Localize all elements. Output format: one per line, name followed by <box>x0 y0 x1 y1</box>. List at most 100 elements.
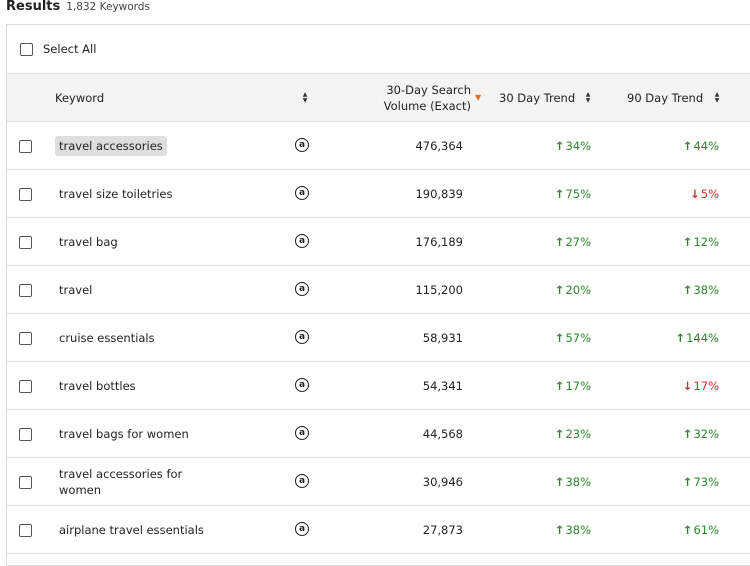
keyword-text[interactable]: travel bottles <box>59 378 136 393</box>
keyword-cell: travel bags for women <box>55 410 255 457</box>
table-row: travel bags for women a 44,568 ↑ 23% ↑ 32% <box>7 410 750 458</box>
trend90-sort-control[interactable]: ▲ ▼ <box>713 74 721 121</box>
table-row: cruise essentials a 58,931 ↑ 57% ↑ 144% <box>7 314 750 362</box>
volume-cell: 27,873 <box>422 522 463 537</box>
trend30-value: 57% <box>565 330 591 345</box>
keyword-text[interactable]: travel bag <box>59 234 118 249</box>
volume-sort-control[interactable]: ▼ <box>475 74 481 121</box>
column-header-keyword[interactable]: Keyword <box>55 90 105 105</box>
trend90-cell: ↓ 17% <box>627 362 719 409</box>
trend90-value: 38% <box>693 282 719 297</box>
trend90-cell: ↑ 38% <box>627 266 719 313</box>
row-checkbox[interactable] <box>19 188 32 201</box>
trend30-cell: ↑ 17% <box>507 362 591 409</box>
select-all-checkbox[interactable] <box>20 42 33 56</box>
arrow-up-icon: ↑ <box>682 234 693 249</box>
keyword-text[interactable]: travel <box>59 282 93 297</box>
keyword-cell: travel bottles <box>55 362 255 409</box>
table-row: travel size toiletries a 190,839 ↑ 75% ↓ 5… <box>7 170 750 218</box>
arrow-up-icon: ↑ <box>554 330 565 345</box>
trend30-value: 75% <box>565 186 591 201</box>
arrow-up-icon: ↑ <box>682 138 693 153</box>
trend30-cell: ↑ 38% <box>507 458 591 505</box>
trend90-value: 17% <box>693 378 719 393</box>
keyword-text[interactable]: cruise essentials <box>59 330 155 345</box>
amazon-icon[interactable]: a <box>295 378 309 392</box>
keyword-text[interactable]: travel size toiletries <box>59 186 173 201</box>
keyword-sort-control[interactable]: ▲ ▼ <box>301 74 309 121</box>
arrow-up-icon: ↑ <box>554 282 565 297</box>
column-header-volume[interactable]: 30-Day Search Volume (Exact) <box>359 74 471 121</box>
trend90-value: 44% <box>693 138 719 153</box>
arrow-down-icon: ↓ <box>690 186 700 201</box>
amazon-icon[interactable]: a <box>295 234 309 248</box>
table-header: Keyword ▲ ▼ 30-Day Search Volume (Exact) … <box>7 73 750 122</box>
table-row: travel bag a 176,189 ↑ 27% ↑ 12% <box>7 218 750 266</box>
amazon-icon[interactable]: a <box>295 138 309 152</box>
sort-updown-icon[interactable]: ▲ ▼ <box>714 90 720 104</box>
amazon-icon[interactable]: a <box>295 186 309 200</box>
trend90-value: 144% <box>686 330 719 345</box>
trend90-value: 73% <box>693 474 719 489</box>
column-header-trend30[interactable]: 30 Day Trend <box>499 90 576 105</box>
arrow-up-icon: ↑ <box>554 138 565 153</box>
trend30-value: 23% <box>565 426 591 441</box>
row-checkbox[interactable] <box>19 284 32 297</box>
arrow-up-icon: ↑ <box>554 378 565 393</box>
keyword-text[interactable]: airplane travel essentials <box>59 522 204 537</box>
trend90-cell: ↑ 73% <box>627 458 719 505</box>
sort-updown-icon[interactable]: ▲ ▼ <box>302 90 308 104</box>
arrow-up-icon: ↑ <box>554 186 565 201</box>
row-checkbox[interactable] <box>19 428 32 441</box>
row-checkbox[interactable] <box>19 524 32 537</box>
column-header-trend90[interactable]: 90 Day Trend <box>627 90 704 105</box>
volume-cell: 54,341 <box>422 378 463 393</box>
sort-desc-icon[interactable]: ▼ <box>475 93 482 102</box>
volume-header-line1: 30-Day Search <box>386 82 471 97</box>
amazon-icon[interactable]: a <box>295 522 309 536</box>
arrow-up-icon: ↑ <box>554 234 565 249</box>
trend30-cell: ↑ 23% <box>507 410 591 457</box>
keyword-text[interactable]: travel accessories <box>55 135 167 156</box>
row-checkbox[interactable] <box>19 476 32 489</box>
volume-cell: 176,189 <box>415 234 463 249</box>
results-count: 1,832 Keywords <box>66 1 150 13</box>
table-row: airplane travel essentials a 27,873 ↑ 38%… <box>7 506 750 554</box>
amazon-icon[interactable]: a <box>295 474 309 488</box>
trend30-cell: ↑ 20% <box>507 266 591 313</box>
results-header: Results 1,832 Keywords <box>6 0 150 17</box>
trend90-value: 61% <box>693 522 719 537</box>
arrow-up-icon: ↑ <box>682 426 693 441</box>
trend30-cell: ↑ 27% <box>507 218 591 265</box>
row-checkbox[interactable] <box>19 140 32 153</box>
arrow-up-icon: ↑ <box>675 330 686 345</box>
trend30-value: 27% <box>565 234 591 249</box>
keyword-cell: airplane travel essentials <box>55 506 255 553</box>
keyword-text[interactable]: travel bags for women <box>59 426 189 441</box>
trend30-sort-control[interactable]: ▲ ▼ <box>584 74 592 121</box>
results-title: Results <box>6 0 61 14</box>
keyword-cell: travel bag <box>55 218 255 265</box>
trend90-cell: ↑ 12% <box>627 218 719 265</box>
amazon-icon[interactable]: a <box>295 330 309 344</box>
trend30-value: 34% <box>565 138 591 153</box>
trend90-value: 32% <box>693 426 719 441</box>
arrow-up-icon: ↑ <box>554 426 565 441</box>
volume-header-line2: Volume (Exact) <box>383 98 471 113</box>
amazon-icon[interactable]: a <box>295 426 309 440</box>
row-checkbox[interactable] <box>19 332 32 345</box>
row-checkbox[interactable] <box>19 380 32 393</box>
keyword-text[interactable]: travel accessories for women <box>59 466 183 497</box>
table-row: travel accessories for women a 30,946 ↑ 3… <box>7 458 750 506</box>
amazon-icon[interactable]: a <box>295 282 309 296</box>
keyword-cell: travel accessories for women <box>55 458 205 505</box>
row-checkbox[interactable] <box>19 236 32 249</box>
trend30-value: 38% <box>565 522 591 537</box>
trend30-cell: ↑ 75% <box>507 170 591 217</box>
keyword-cell: travel <box>55 266 255 313</box>
trend30-cell: ↑ 34% <box>507 122 591 169</box>
select-all-row: Select All <box>7 25 750 73</box>
volume-cell: 476,364 <box>415 138 463 153</box>
trend90-cell: ↑ 61% <box>627 506 719 553</box>
sort-updown-icon[interactable]: ▲ ▼ <box>585 90 591 104</box>
